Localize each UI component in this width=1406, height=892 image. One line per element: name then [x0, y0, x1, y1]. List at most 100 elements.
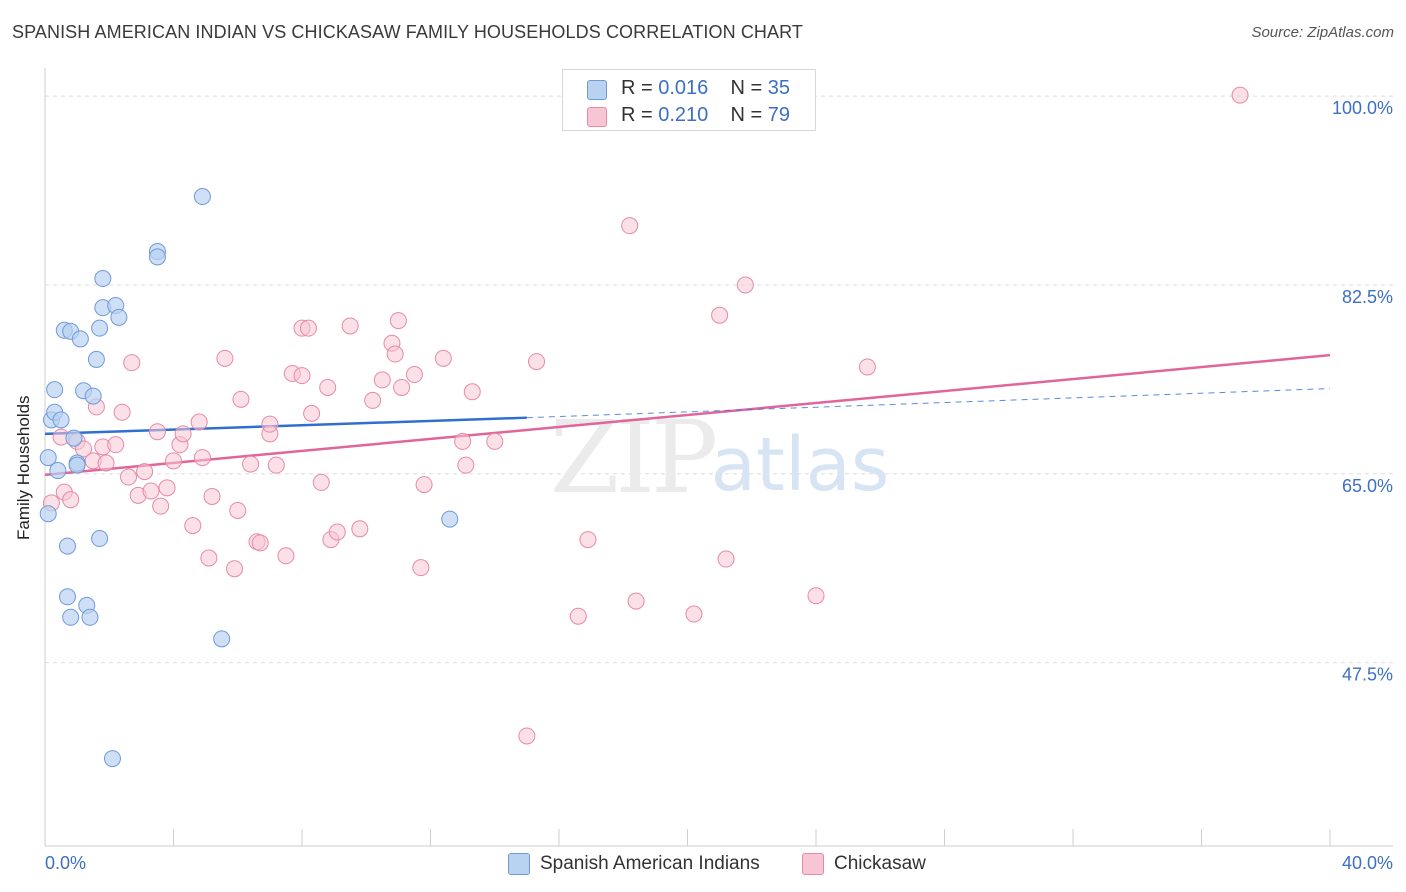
point-chickasaw[interactable]	[351, 520, 369, 538]
point-chickasaw[interactable]	[184, 517, 202, 535]
point-spanish-american-indians[interactable]	[39, 505, 57, 523]
point-chickasaw[interactable]	[412, 559, 430, 577]
point-spanish-american-indians[interactable]	[65, 429, 83, 447]
point-spanish-american-indians[interactable]	[39, 449, 57, 467]
point-spanish-american-indians[interactable]	[58, 588, 76, 606]
point-spanish-american-indians[interactable]	[84, 387, 102, 405]
point-spanish-american-indians[interactable]	[71, 330, 89, 348]
point-chickasaw[interactable]	[193, 449, 211, 467]
legend-n-value: 35	[767, 77, 791, 99]
point-chickasaw[interactable]	[251, 534, 269, 552]
point-chickasaw[interactable]	[579, 531, 597, 549]
gridlines	[45, 95, 1393, 664]
point-spanish-american-indians[interactable]	[87, 350, 105, 368]
point-chickasaw[interactable]	[190, 413, 208, 431]
point-chickasaw[interactable]	[434, 349, 452, 367]
point-chickasaw[interactable]	[107, 436, 125, 454]
point-chickasaw[interactable]	[1231, 86, 1249, 104]
point-spanish-american-indians[interactable]	[110, 308, 128, 326]
point-spanish-american-indians[interactable]	[52, 411, 70, 429]
point-chickasaw[interactable]	[267, 456, 285, 474]
point-chickasaw[interactable]	[229, 501, 247, 519]
point-chickasaw[interactable]	[142, 482, 160, 500]
point-chickasaw[interactable]	[261, 415, 279, 433]
point-chickasaw[interactable]	[113, 403, 131, 421]
point-chickasaw[interactable]	[328, 523, 346, 541]
point-chickasaw[interactable]	[299, 319, 317, 337]
point-chickasaw[interactable]	[415, 476, 433, 494]
point-chickasaw[interactable]	[364, 391, 382, 409]
point-chickasaw[interactable]	[486, 432, 504, 450]
point-spanish-american-indians[interactable]	[46, 381, 64, 399]
legend-r-label: R =	[621, 104, 659, 126]
point-chickasaw[interactable]	[148, 423, 166, 441]
point-chickasaw[interactable]	[136, 463, 154, 481]
point-spanish-american-indians[interactable]	[91, 319, 109, 337]
point-chickasaw[interactable]	[123, 354, 141, 372]
point-chickasaw[interactable]	[200, 549, 218, 567]
point-chickasaw[interactable]	[312, 473, 330, 491]
point-chickasaw[interactable]	[627, 592, 645, 610]
point-chickasaw[interactable]	[528, 353, 546, 371]
point-chickasaw[interactable]	[62, 491, 80, 509]
point-chickasaw[interactable]	[203, 487, 221, 505]
point-spanish-american-indians[interactable]	[213, 630, 231, 648]
x-tick-labels: 0.0% 40.0%	[45, 853, 1393, 873]
point-spanish-american-indians[interactable]	[81, 608, 99, 626]
point-chickasaw[interactable]	[242, 455, 260, 473]
y-tick-label: 65.0%	[1342, 476, 1393, 496]
point-spanish-american-indians[interactable]	[49, 462, 67, 480]
point-chickasaw[interactable]	[685, 605, 703, 623]
point-chickasaw[interactable]	[717, 550, 735, 568]
point-chickasaw[interactable]	[319, 378, 337, 396]
x-tick-label-min: 0.0%	[45, 853, 86, 873]
point-chickasaw[interactable]	[341, 317, 359, 335]
point-spanish-american-indians[interactable]	[62, 608, 80, 626]
point-chickasaw[interactable]	[303, 404, 321, 422]
point-chickasaw[interactable]	[454, 432, 472, 450]
point-chickasaw[interactable]	[393, 378, 411, 396]
point-spanish-american-indians[interactable]	[148, 248, 166, 266]
point-chickasaw[interactable]	[457, 456, 475, 474]
point-chickasaw[interactable]	[386, 345, 404, 363]
point-spanish-american-indians[interactable]	[91, 530, 109, 548]
point-chickasaw[interactable]	[373, 371, 391, 389]
point-chickasaw[interactable]	[807, 587, 825, 605]
point-chickasaw[interactable]	[232, 390, 250, 408]
point-spanish-american-indians[interactable]	[58, 537, 76, 555]
point-chickasaw[interactable]	[569, 607, 587, 625]
point-chickasaw[interactable]	[165, 452, 182, 470]
series-label: Chickasaw	[834, 853, 926, 874]
point-spanish-american-indians[interactable]	[193, 188, 211, 206]
point-chickasaw[interactable]	[463, 383, 481, 401]
y-axis-label: Family Households	[14, 395, 33, 540]
point-chickasaw[interactable]	[216, 349, 234, 367]
point-chickasaw[interactable]	[518, 727, 536, 745]
point-chickasaw[interactable]	[405, 366, 423, 384]
point-chickasaw[interactable]	[97, 454, 115, 472]
source-label: Source: ZipAtlas.com	[1251, 24, 1394, 41]
point-spanish-american-indians[interactable]	[68, 456, 86, 474]
point-chickasaw[interactable]	[152, 497, 170, 515]
point-chickasaw[interactable]	[293, 367, 311, 385]
point-chickasaw[interactable]	[621, 217, 639, 235]
point-spanish-american-indians[interactable]	[441, 510, 459, 528]
point-chickasaw[interactable]	[711, 306, 729, 324]
legend-n-label: N =	[730, 77, 768, 99]
point-chickasaw[interactable]	[736, 276, 754, 294]
point-chickasaw[interactable]	[158, 479, 176, 497]
point-chickasaw[interactable]	[226, 560, 244, 578]
point-chickasaw[interactable]	[174, 425, 192, 443]
point-chickasaw[interactable]	[120, 468, 138, 486]
y-tick-labels: 47.5% 65.0% 82.5% 100.0%	[1332, 98, 1393, 684]
point-chickasaw[interactable]	[389, 312, 407, 330]
legend-n-label: N =	[730, 104, 768, 126]
point-chickasaw[interactable]	[75, 440, 93, 458]
point-chickasaw[interactable]	[858, 358, 876, 376]
point-chickasaw[interactable]	[277, 547, 295, 565]
legend-r-value: 0.210	[658, 104, 709, 126]
point-spanish-american-indians[interactable]	[103, 750, 121, 768]
point-spanish-american-indians[interactable]	[94, 270, 112, 288]
legend-swatch-blue	[587, 80, 607, 100]
